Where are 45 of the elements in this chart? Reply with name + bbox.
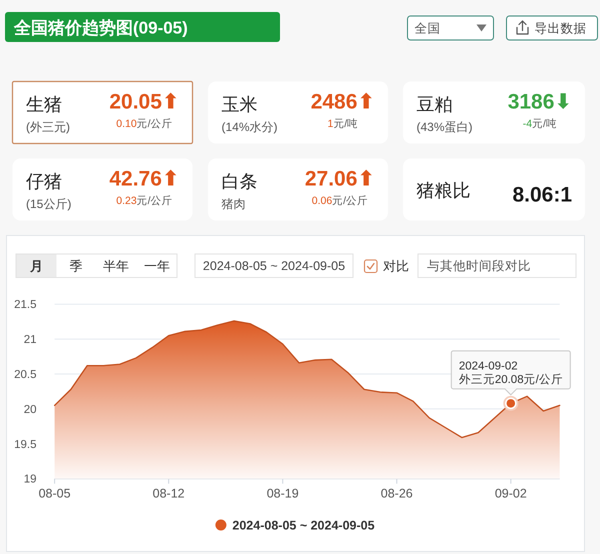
text: 全国猪价趋势图(09-05) — [13, 18, 188, 38]
y-tick-label: 19 — [24, 474, 36, 486]
text: 猪肉 — [222, 197, 246, 211]
text: 玉米 — [222, 94, 258, 114]
text: 42.76⬆ — [109, 168, 180, 190]
text: 生猪 — [26, 94, 62, 114]
text: (外三元) — [26, 120, 70, 134]
x-tick-label: 09-02 — [494, 486, 527, 501]
text: 月 — [29, 258, 43, 274]
text: 全国 — [414, 22, 440, 36]
text: 27.06⬆ — [304, 168, 375, 190]
x-tick-label: 08-12 — [152, 486, 185, 501]
text: 导出数据 — [534, 22, 586, 36]
y-tick-label: 21.5 — [14, 299, 36, 312]
x-tick-label: 08-05 — [38, 486, 71, 501]
text: 季 — [70, 258, 82, 274]
text: 20.05⬆ — [109, 90, 180, 114]
text: 一年 — [144, 258, 170, 274]
text: 白条 — [222, 172, 258, 192]
legend: 2024-08-05 ~ 2024-09-05 — [215, 518, 375, 532]
x-tick-label: 08-26 — [380, 486, 413, 501]
text: 仔猪 — [26, 172, 62, 192]
text: 对比 — [383, 258, 409, 274]
text: 2024-08-05 ~ 2024-09-05 — [202, 259, 346, 273]
y-tick-label: 19.5 — [14, 438, 36, 451]
text: 0.10元/公斤 — [116, 117, 173, 130]
text: (43%蛋白) — [416, 120, 473, 134]
text: -4元/吨 — [522, 117, 557, 130]
text: 0.23元/公斤 — [116, 194, 173, 207]
text: 豆粕 — [416, 94, 452, 114]
text: 与其他时间段对比 — [427, 259, 531, 273]
text: 3186⬇ — [508, 90, 572, 114]
y-tick-label: 20.5 — [14, 369, 36, 381]
text: (15公斤) — [26, 197, 72, 211]
text: 8.06:1 — [512, 184, 572, 206]
x-tick-label: 08-19 — [266, 486, 299, 501]
text: 猪粮比 — [416, 180, 470, 200]
y-tick-label: 21 — [24, 334, 36, 346]
text: 1元/吨 — [327, 117, 358, 130]
text: (14%水分) — [222, 120, 278, 134]
y-tick-label: 20 — [24, 404, 36, 416]
annotation: 2024-09-02 外三元20.08元/公斤 — [458, 360, 563, 386]
text: 半年 — [103, 258, 129, 274]
text: 0.06元/公斤 — [312, 194, 368, 207]
text: 2486⬆ — [310, 90, 375, 114]
